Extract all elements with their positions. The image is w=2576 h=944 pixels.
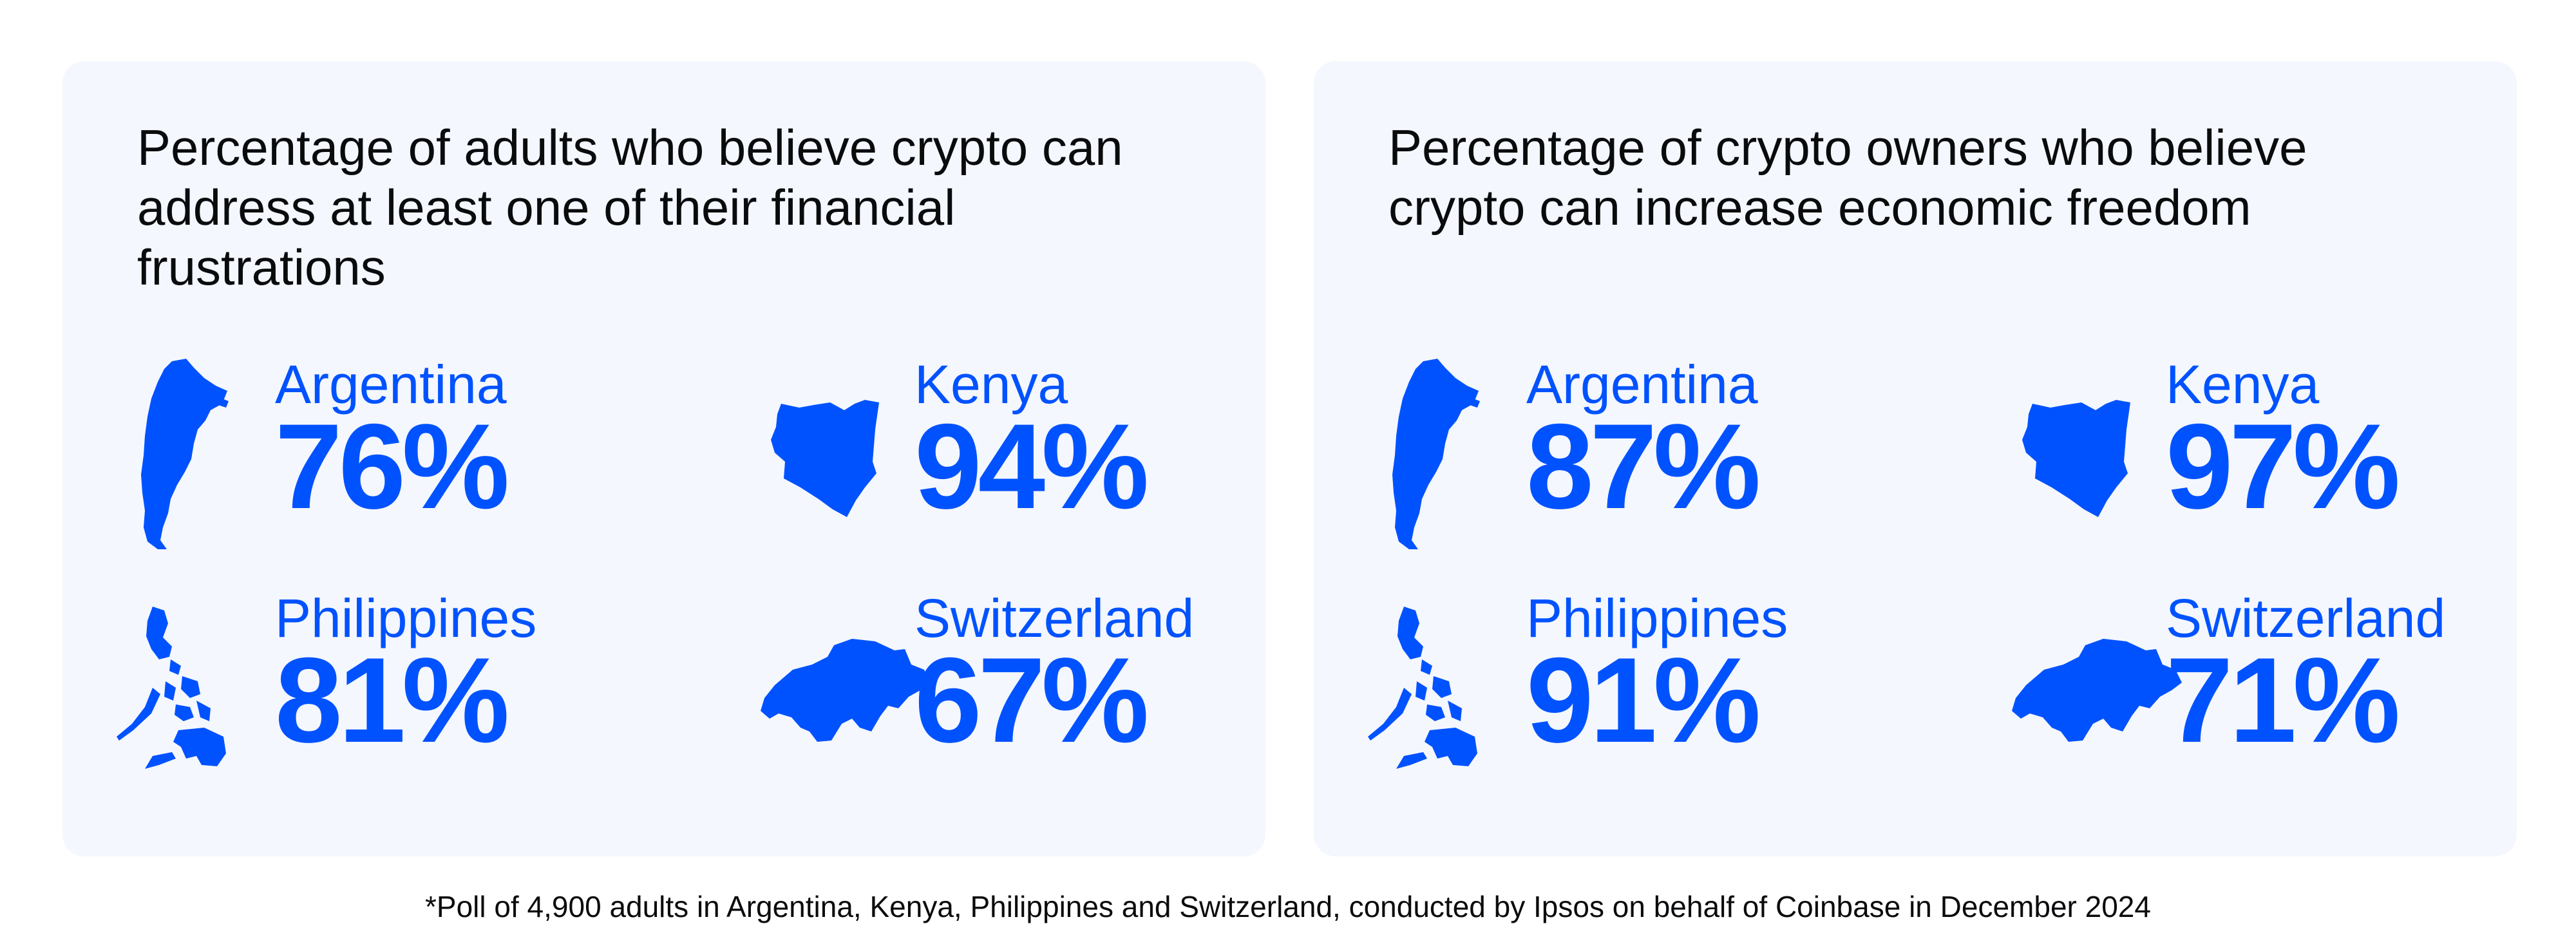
argentina-map-icon — [132, 359, 235, 552]
stat-philippines: Philippines 91% — [1365, 586, 1855, 779]
kenya-map-icon — [2020, 391, 2136, 520]
percentage-value: 94% — [914, 399, 1149, 534]
percentage-value: 81% — [275, 632, 509, 768]
country-name: Kenya — [2166, 354, 2320, 415]
footnote: *Poll of 4,900 adults in Argentina, Keny… — [425, 890, 2151, 923]
philippines-map-icon — [1365, 604, 1481, 771]
percentage-value: 67% — [914, 632, 1149, 768]
country-name: Argentina — [275, 354, 507, 415]
percentage-value: 97% — [2166, 399, 2400, 534]
stat-kenya: Kenya 97% — [2020, 352, 2509, 545]
percentage-value: 91% — [1526, 632, 1761, 768]
stat-philippines: Philippines 81% — [114, 586, 603, 779]
country-name: Argentina — [1526, 354, 1758, 415]
country-name: Philippines — [1526, 588, 1788, 648]
country-name: Switzerland — [2166, 588, 2446, 648]
switzerland-map-icon — [755, 631, 936, 747]
panel-title: Percentage of crypto owners who believe … — [1388, 119, 2307, 236]
kenya-map-icon — [768, 391, 884, 520]
stat-kenya: Kenya 94% — [768, 352, 1258, 545]
percentage-value: 71% — [2166, 632, 2400, 768]
argentina-map-icon — [1383, 359, 1486, 552]
country-name: Switzerland — [914, 588, 1195, 648]
panel-title: Percentage of adults who believe crypto … — [137, 119, 1123, 296]
survey-panel-crypto-owners: Percentage of crypto owners who believe … — [1314, 61, 2517, 856]
percentage-value: 87% — [1526, 399, 1761, 534]
survey-panel-adults: Percentage of adults who believe crypto … — [62, 61, 1265, 856]
country-name: Philippines — [275, 588, 537, 648]
stat-switzerland: Switzerland 67% — [768, 586, 1258, 779]
stat-switzerland: Switzerland 71% — [2020, 586, 2509, 779]
country-name: Kenya — [914, 354, 1068, 415]
percentage-value: 76% — [275, 399, 509, 534]
switzerland-map-icon — [2007, 631, 2187, 747]
stat-argentina: Argentina 87% — [1383, 352, 1873, 545]
philippines-map-icon — [114, 604, 230, 771]
stat-argentina: Argentina 76% — [132, 352, 621, 545]
